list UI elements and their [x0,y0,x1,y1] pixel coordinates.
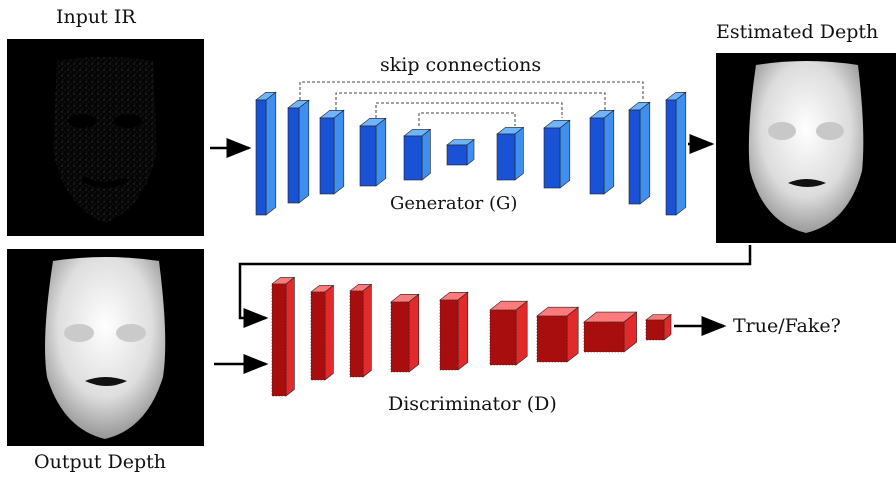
generator-block [255,91,277,216]
generator-block [665,91,687,216]
generator-block [446,138,475,166]
discriminator-block [489,300,529,366]
generator-block [628,101,651,205]
face-depth-map-icon [748,61,864,233]
face-ir-image-icon [53,57,157,223]
discriminator-block [645,313,672,341]
discriminator-block [349,283,373,378]
discriminator-block [536,306,580,363]
estimated-depth-label: Estimated Depth [716,21,879,43]
true-fake-label: True/Fake? [733,315,841,337]
output-depth-image [7,249,204,446]
discriminator-block [439,291,469,371]
skip-connections [299,81,644,126]
generator-block [543,119,571,189]
estimate-to-discriminator-connector [238,245,752,328]
input-ir-image [7,39,204,236]
generator-block [359,117,387,187]
output-depth-label: Output Depth [34,451,167,473]
skip-connections-label: skip connections [380,54,542,76]
generator-blocks [255,91,687,216]
discriminator-block [390,293,420,373]
estimated-depth-image [716,53,896,243]
generator-block [287,99,310,204]
discriminator-block [583,311,638,353]
discriminator-block [310,284,335,381]
generator-block [589,109,615,195]
discriminator-blocks [271,276,672,397]
discriminator-block [271,276,296,397]
input-ir-label: Input IR [56,6,136,28]
face-depth-map-icon [45,257,166,439]
discriminator-label: Discriminator (D) [388,393,557,415]
generator-block [496,126,525,181]
generator-label: Generator (G) [390,193,518,214]
generator-block [403,128,432,181]
generator-block [319,109,345,195]
